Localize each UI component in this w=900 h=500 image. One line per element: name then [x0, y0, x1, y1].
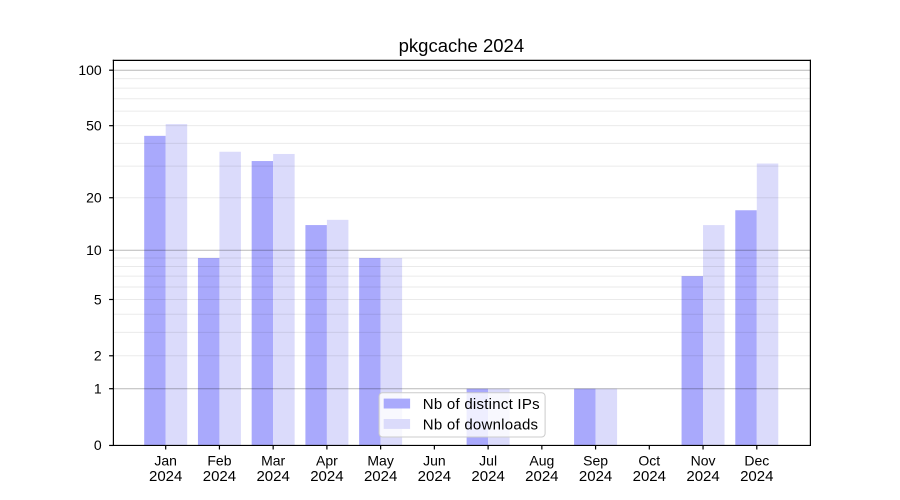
svg-text:Sep: Sep	[583, 452, 608, 468]
svg-text:1: 1	[94, 381, 102, 397]
svg-text:2024: 2024	[525, 468, 558, 485]
svg-text:Nov: Nov	[691, 452, 716, 468]
svg-text:Feb: Feb	[207, 452, 231, 468]
svg-text:2024: 2024	[418, 468, 451, 485]
svg-text:2024: 2024	[364, 468, 397, 485]
svg-text:2: 2	[94, 348, 102, 364]
svg-text:Oct: Oct	[638, 452, 660, 468]
svg-text:Aug: Aug	[529, 452, 554, 468]
svg-text:5: 5	[94, 291, 102, 307]
svg-text:2024: 2024	[633, 468, 666, 485]
svg-text:2024: 2024	[149, 468, 182, 485]
svg-text:Nb of distinct IPs: Nb of distinct IPs	[423, 396, 540, 413]
svg-text:2024: 2024	[471, 468, 504, 485]
svg-text:2024: 2024	[310, 468, 343, 485]
svg-text:2024: 2024	[203, 468, 236, 485]
svg-text:Jul: Jul	[479, 452, 497, 468]
svg-text:Jun: Jun	[423, 452, 446, 468]
svg-text:50: 50	[86, 117, 102, 133]
svg-text:May: May	[367, 452, 393, 468]
svg-text:2024: 2024	[740, 468, 773, 485]
svg-text:2024: 2024	[256, 468, 289, 485]
svg-text:Mar: Mar	[261, 452, 285, 468]
svg-text:0: 0	[94, 437, 102, 453]
svg-text:Apr: Apr	[316, 452, 338, 468]
svg-text:20: 20	[86, 190, 102, 206]
svg-text:Nb of downloads: Nb of downloads	[423, 416, 539, 433]
svg-text:2024: 2024	[579, 468, 612, 485]
svg-text:100: 100	[78, 62, 102, 78]
svg-text:10: 10	[86, 242, 102, 258]
svg-text:2024: 2024	[686, 468, 719, 485]
svg-text:Jan: Jan	[154, 452, 177, 468]
svg-text:Dec: Dec	[744, 452, 769, 468]
svg-text:pkgcache 2024: pkgcache 2024	[399, 35, 525, 56]
